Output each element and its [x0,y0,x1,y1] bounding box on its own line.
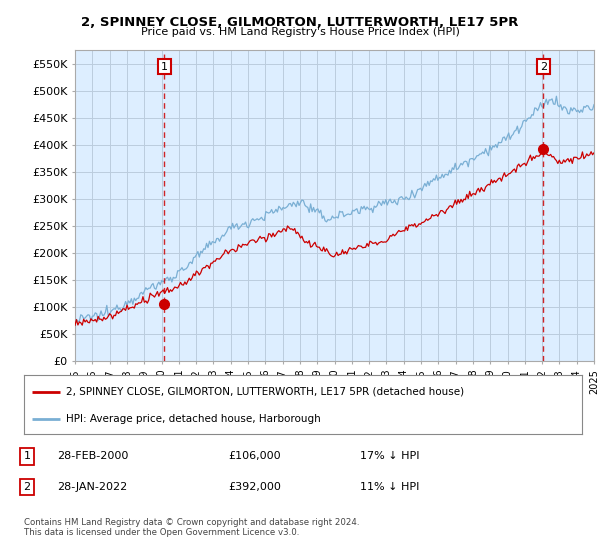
Text: 17% ↓ HPI: 17% ↓ HPI [360,451,419,461]
Text: £392,000: £392,000 [228,482,281,492]
Text: 2, SPINNEY CLOSE, GILMORTON, LUTTERWORTH, LE17 5PR (detached house): 2, SPINNEY CLOSE, GILMORTON, LUTTERWORTH… [66,386,464,396]
Text: 11% ↓ HPI: 11% ↓ HPI [360,482,419,492]
Text: 2: 2 [540,62,547,72]
Text: £106,000: £106,000 [228,451,281,461]
Text: 1: 1 [23,451,31,461]
Text: HPI: Average price, detached house, Harborough: HPI: Average price, detached house, Harb… [66,414,320,424]
Text: 28-JAN-2022: 28-JAN-2022 [57,482,127,492]
Text: 28-FEB-2000: 28-FEB-2000 [57,451,128,461]
Text: 1: 1 [161,62,168,72]
Text: 2, SPINNEY CLOSE, GILMORTON, LUTTERWORTH, LE17 5PR: 2, SPINNEY CLOSE, GILMORTON, LUTTERWORTH… [82,16,518,29]
Text: Price paid vs. HM Land Registry's House Price Index (HPI): Price paid vs. HM Land Registry's House … [140,27,460,37]
Text: 2: 2 [23,482,31,492]
Text: Contains HM Land Registry data © Crown copyright and database right 2024.
This d: Contains HM Land Registry data © Crown c… [24,518,359,538]
